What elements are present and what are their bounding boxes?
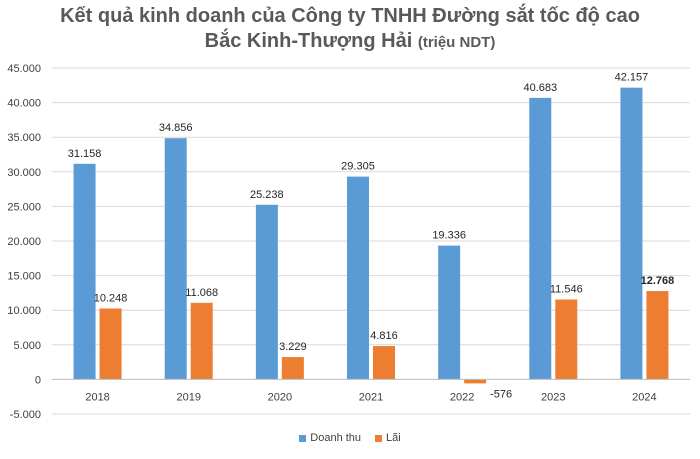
- profit-label-2021: 4.816: [370, 330, 398, 342]
- chart-title-line-2: Bắc Kinh-Thượng Hải (triệu NDT): [0, 29, 700, 55]
- profit-label-2020: 3.229: [279, 341, 307, 353]
- bars: [73, 87, 669, 384]
- y-tick-label: -5.000: [10, 409, 41, 421]
- y-tick-label: 0: [35, 374, 41, 386]
- revenue-label-2021: 29.305: [341, 161, 375, 173]
- revenue-label-2024: 42.157: [615, 72, 649, 84]
- y-tick-label: 20.000: [7, 236, 41, 248]
- profit-bar-2023: [555, 299, 578, 380]
- y-tick-label: 40.000: [7, 98, 41, 110]
- profit-bar-2024: [646, 291, 669, 380]
- legend-label: Lãi: [386, 432, 401, 444]
- profit-label-2024: 12.768: [641, 275, 675, 287]
- x-tick-label: 2018: [85, 391, 109, 403]
- profit-bar-2018: [99, 308, 122, 380]
- revenue-bar-2024: [620, 87, 643, 380]
- y-tick-label: 10.000: [7, 305, 41, 317]
- chart-title-company: Bắc Kinh-Thượng Hải: [204, 30, 413, 52]
- legend-item: Doanh thu: [299, 432, 361, 444]
- x-tick-label: 2023: [541, 391, 565, 403]
- profit-bar-2022: [464, 379, 487, 384]
- revenue-label-2018: 31.158: [68, 148, 102, 160]
- y-axis: -5.000 0 5.000 10.000 15.000 20.000 25.000 30.0…: [7, 63, 41, 421]
- revenue-label-2022: 19.336: [432, 230, 466, 242]
- profit-bar-2021: [373, 346, 395, 380]
- profit-bar-2019: [190, 302, 213, 380]
- legend-item: Lãi: [375, 432, 401, 444]
- chart-title-unit: (triệu NDT): [417, 34, 496, 51]
- legend: Doanh thu Lãi: [0, 432, 700, 445]
- y-tick-label: 30.000: [7, 167, 41, 179]
- revenue-bar-2023: [529, 97, 552, 380]
- y-tick-label: 25.000: [7, 201, 41, 213]
- legend-label: Doanh thu: [310, 432, 362, 444]
- revenue-label-2019: 34.856: [159, 122, 193, 134]
- x-tick-label: 2024: [632, 391, 656, 403]
- revenue-label-2020: 25.238: [250, 189, 284, 201]
- profit-label-2022: -576: [490, 388, 512, 400]
- legend-swatch: [375, 434, 383, 442]
- x-tick-label: 2019: [176, 391, 200, 403]
- revenue-label-2023: 40.683: [523, 82, 557, 94]
- x-tick-label: 2022: [450, 391, 474, 403]
- gridlines: [52, 67, 690, 415]
- y-tick-label: 35.000: [7, 132, 41, 144]
- revenue-bar-2022: [438, 245, 461, 380]
- legend-swatch: [299, 434, 307, 442]
- data-labels: 31.158 10.248 34.856 11.068 25.238 3.229 29.30…: [68, 72, 675, 401]
- chart-title: Kết quả kinh doanh của Công ty TNHH Đườn…: [0, 4, 700, 55]
- chart-title-line-1: Kết quả kinh doanh của Công ty TNHH Đườn…: [60, 5, 640, 27]
- x-tick-label: 2020: [268, 391, 292, 403]
- y-tick-label: 5.000: [13, 340, 41, 352]
- profit-label-2023: 11.546: [550, 284, 583, 296]
- revenue-bar-2018: [73, 163, 96, 380]
- x-axis: 2018 2019 2020 2021 2022 2023 2024: [52, 378, 690, 403]
- y-tick-label: 45.000: [7, 63, 41, 75]
- x-tick-label: 2021: [359, 391, 383, 403]
- revenue-bar-2021: [347, 176, 369, 380]
- profit-label-2018: 10.248: [94, 292, 128, 304]
- y-tick-label: 15.000: [7, 271, 41, 283]
- revenue-bar-2020: [255, 204, 278, 380]
- profit-bar-2020: [281, 357, 304, 380]
- revenue-bar-2019: [164, 138, 187, 380]
- profit-label-2019: 11.068: [185, 287, 218, 299]
